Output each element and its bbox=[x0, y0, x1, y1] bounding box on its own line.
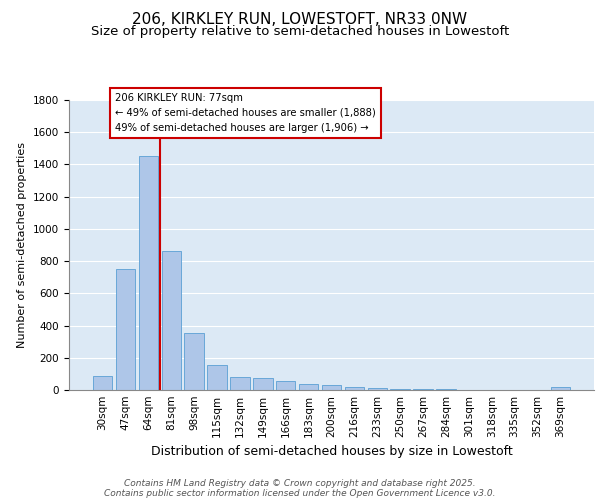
Bar bbox=[436, 389, 455, 390]
Bar bbox=[184, 333, 204, 390]
Bar bbox=[116, 269, 135, 390]
Text: Contains public sector information licensed under the Open Government Licence v3: Contains public sector information licen… bbox=[104, 488, 496, 498]
Bar bbox=[322, 385, 341, 390]
Bar bbox=[93, 376, 112, 390]
Bar bbox=[253, 378, 272, 390]
Bar bbox=[299, 384, 319, 390]
Bar bbox=[161, 252, 181, 390]
Text: 206 KIRKLEY RUN: 77sqm
← 49% of semi-detached houses are smaller (1,888)
49% of : 206 KIRKLEY RUN: 77sqm ← 49% of semi-det… bbox=[115, 93, 376, 132]
Text: Size of property relative to semi-detached houses in Lowestoft: Size of property relative to semi-detach… bbox=[91, 25, 509, 38]
Bar bbox=[391, 388, 410, 390]
Text: Contains HM Land Registry data © Crown copyright and database right 2025.: Contains HM Land Registry data © Crown c… bbox=[124, 478, 476, 488]
Bar bbox=[368, 388, 387, 390]
X-axis label: Distribution of semi-detached houses by size in Lowestoft: Distribution of semi-detached houses by … bbox=[151, 446, 512, 458]
Bar bbox=[413, 388, 433, 390]
Bar bbox=[276, 381, 295, 390]
Bar bbox=[551, 387, 570, 390]
Bar bbox=[208, 365, 227, 390]
Y-axis label: Number of semi-detached properties: Number of semi-detached properties bbox=[17, 142, 28, 348]
Bar bbox=[344, 387, 364, 390]
Bar bbox=[230, 377, 250, 390]
Text: 206, KIRKLEY RUN, LOWESTOFT, NR33 0NW: 206, KIRKLEY RUN, LOWESTOFT, NR33 0NW bbox=[133, 12, 467, 28]
Bar bbox=[139, 156, 158, 390]
